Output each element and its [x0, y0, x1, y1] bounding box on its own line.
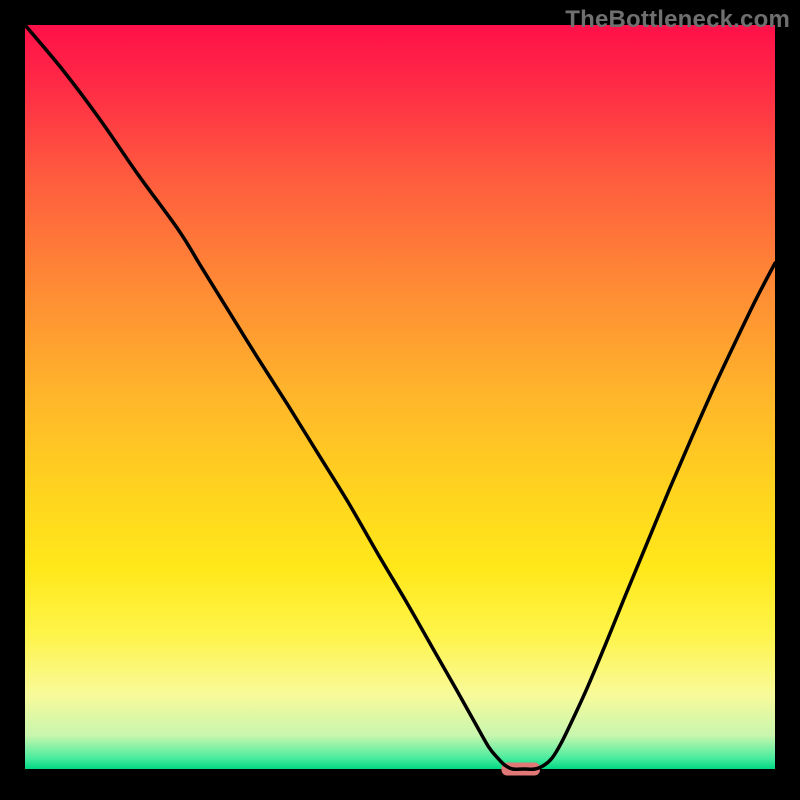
chart-stage: TheBottleneck.com — [0, 0, 800, 800]
plot-background — [25, 25, 775, 769]
watermark-label: TheBottleneck.com — [565, 6, 790, 34]
bottleneck-chart — [0, 0, 800, 800]
